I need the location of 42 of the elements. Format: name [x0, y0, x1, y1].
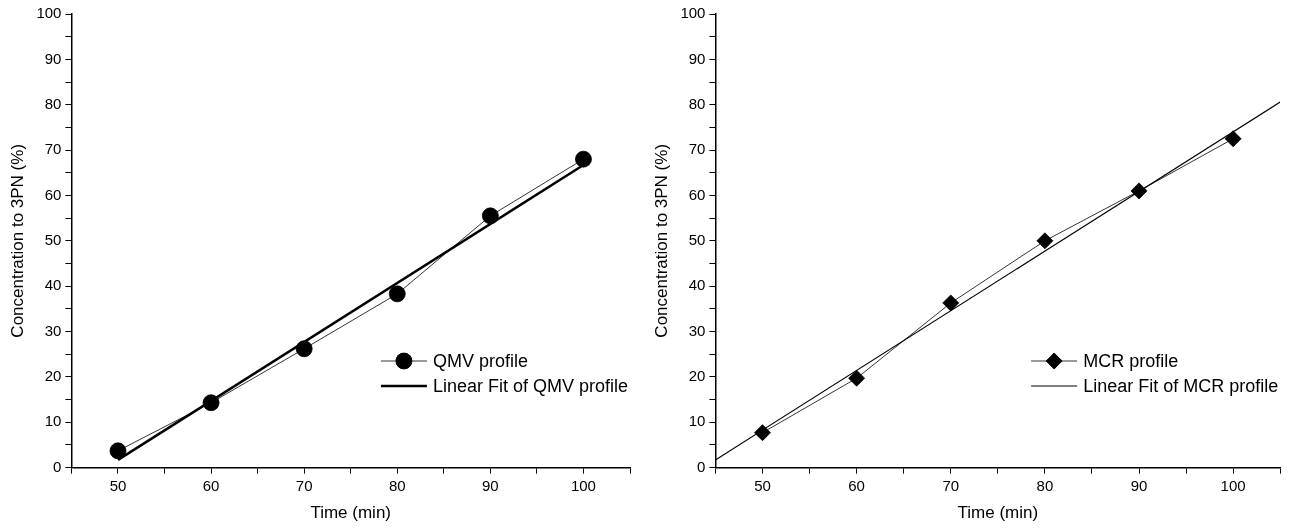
x-axis-title: Time (min) — [957, 503, 1039, 523]
y-tick-label: 60 — [688, 185, 706, 203]
y-tick-label: 30 — [44, 321, 62, 339]
legend-label: MCR profile — [1083, 350, 1179, 371]
y-tick-label: 70 — [688, 140, 706, 158]
y-tick-label: 80 — [44, 94, 62, 112]
x-tick-label: 50 — [754, 476, 771, 494]
y-tick-label: 10 — [688, 412, 706, 430]
y-axis-title: Concentration to 3PN (%) — [7, 143, 27, 338]
y-tick-label: 10 — [44, 412, 62, 430]
y-tick-label: 100 — [680, 4, 706, 22]
y-tick-label: 80 — [688, 94, 706, 112]
x-tick-label: 60 — [202, 476, 220, 494]
x-tick-label: 90 — [1130, 476, 1148, 494]
legend-label: QMV profile — [432, 350, 528, 371]
y-axis-title: Concentration to 3PN (%) — [651, 143, 671, 338]
legend-label: Linear Fit of MCR profile — [1083, 375, 1279, 396]
y-tick-label: 0 — [697, 457, 706, 475]
y-tick-label: 90 — [688, 49, 706, 67]
x-tick-label: 100 — [1220, 476, 1246, 494]
y-tick-label: 20 — [688, 367, 706, 385]
y-tick-label: 90 — [44, 49, 62, 67]
y-tick-label: 20 — [44, 367, 62, 385]
y-tick-label: 40 — [688, 276, 706, 294]
y-tick-label: 50 — [688, 230, 706, 248]
x-tick-label: 80 — [1036, 476, 1054, 494]
y-tick-label: 50 — [44, 230, 62, 248]
y-tick-label: 0 — [53, 457, 62, 475]
y-tick-label: 100 — [36, 4, 62, 22]
x-tick-label: 70 — [942, 476, 960, 494]
x-tick-label: 100 — [570, 476, 596, 494]
legend-label: Linear Fit of QMV profile — [432, 375, 628, 396]
y-tick-label: 60 — [44, 185, 62, 203]
y-tick-label: 70 — [44, 140, 62, 158]
x-tick-label: 60 — [848, 476, 865, 494]
x-tick-label: 70 — [295, 476, 313, 494]
x-tick-label: 80 — [388, 476, 406, 494]
y-tick-label: 30 — [688, 321, 706, 339]
x-axis-title: Time (min) — [310, 503, 392, 523]
x-tick-label: 90 — [482, 476, 499, 494]
x-tick-label: 50 — [109, 476, 127, 494]
y-tick-label: 40 — [44, 276, 62, 294]
